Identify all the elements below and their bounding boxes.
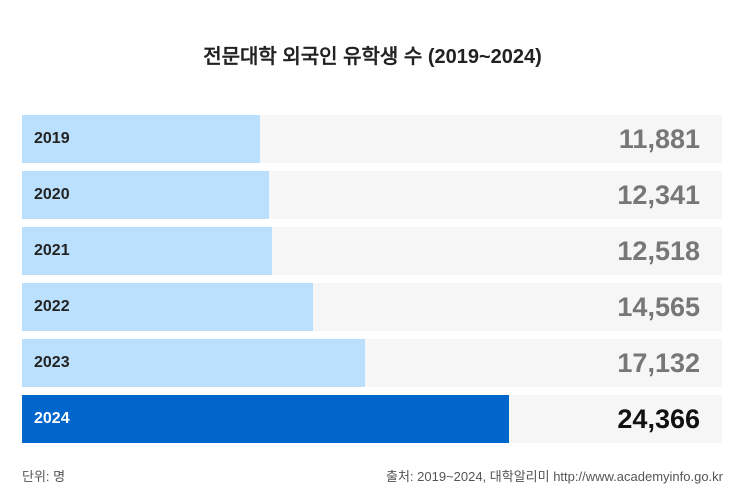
unit-label: 단위: 명 (22, 469, 66, 484)
category-label: 2024 (34, 410, 70, 427)
category-label: 2022 (34, 298, 70, 315)
value-label: 24,366 (617, 404, 700, 434)
bar-row-2021: 2021 12,518 (22, 227, 722, 275)
value-label: 17,132 (617, 348, 700, 378)
bar-2021 (22, 227, 273, 275)
category-label: 2020 (34, 186, 70, 203)
bar-row-2024: 2024 24,366 (22, 395, 722, 443)
bar-row-2019: 2019 11,881 (22, 115, 722, 163)
chart-title: 전문대학 외국인 유학생 수 (2019~2024) (203, 46, 542, 68)
bar-2019 (22, 115, 260, 163)
source-label: 출처: 2019~2024, 대학알리미 http://www.academyi… (385, 469, 723, 484)
bar-2023 (22, 339, 365, 387)
value-label: 12,341 (617, 180, 700, 210)
category-label: 2021 (34, 242, 70, 259)
category-label: 2019 (34, 130, 70, 147)
bar-2020 (22, 171, 269, 219)
bar-row-2022: 2022 14,565 (22, 283, 722, 331)
value-label: 12,518 (617, 236, 700, 266)
bar-2022 (22, 283, 314, 331)
category-label: 2023 (34, 354, 70, 371)
value-label: 11,881 (618, 124, 700, 154)
value-label: 14,565 (617, 292, 700, 322)
bar-row-2023: 2023 17,132 (22, 339, 722, 387)
bar-2024 (22, 395, 510, 443)
bar-row-2020: 2020 12,341 (22, 171, 722, 219)
